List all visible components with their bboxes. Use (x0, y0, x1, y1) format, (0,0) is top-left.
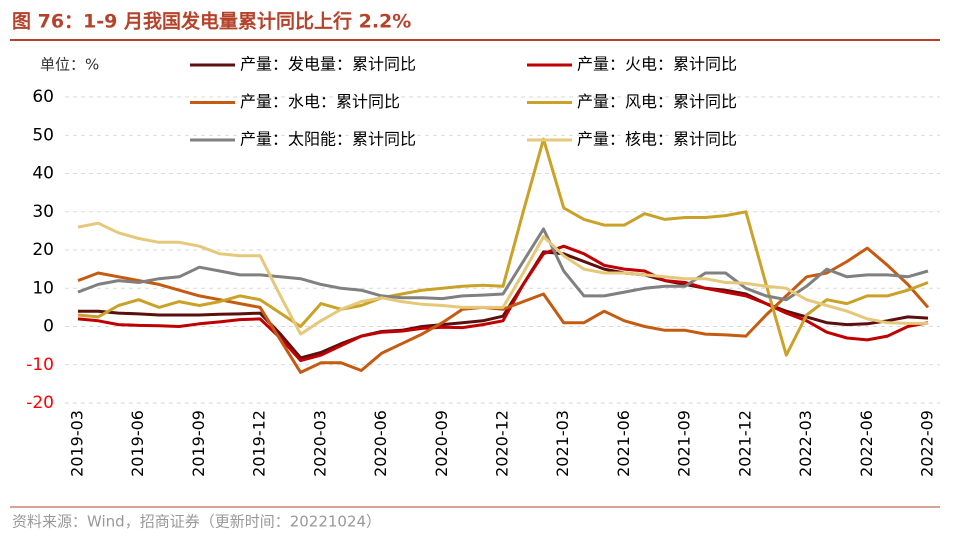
legend-label: 产量：核电：累计同比 (577, 130, 737, 149)
series-line (77, 221, 928, 336)
y-tick-label: 0 (43, 317, 54, 337)
x-tick-label: 2022-09 (918, 410, 937, 477)
y-tick-label: 20 (32, 240, 54, 260)
x-tick-label: 2020-12 (493, 410, 512, 477)
y-unit: 单位：% (40, 56, 99, 74)
y-tick-label: -10 (26, 355, 54, 375)
y-tick-label: 50 (32, 125, 54, 145)
x-tick-label: 2022-06 (857, 410, 876, 477)
legend-label: 产量：水电：累计同比 (240, 92, 400, 111)
legend-label: 产量：太阳能：累计同比 (240, 130, 416, 149)
x-tick-label: 2021-03 (553, 410, 572, 477)
y-tick-label: 60 (32, 87, 54, 107)
legend-label: 产量：发电量：累计同比 (240, 55, 416, 74)
x-tick-label: 2019-06 (128, 410, 147, 477)
series-line (77, 246, 930, 374)
x-tick-label: 2021-09 (675, 410, 694, 477)
x-tick-label: 2019-03 (68, 410, 87, 477)
x-tick-label: 2021-12 (735, 410, 754, 477)
x-tick-label: 2020-03 (310, 410, 329, 477)
x-tick-label: 2022-03 (796, 410, 815, 477)
x-tick-label: 2020-09 (432, 410, 451, 477)
x-tick-label: 2019-09 (189, 410, 208, 477)
x-tick-label: 2019-12 (250, 410, 269, 477)
y-tick-label: 30 (32, 202, 54, 222)
series-line (77, 227, 929, 302)
y-tick-label: 10 (32, 278, 54, 298)
x-tick-label: 2020-06 (371, 410, 390, 477)
series-line (77, 244, 929, 362)
series-line (78, 250, 929, 360)
y-tick-label: -20 (26, 393, 54, 413)
series-line (77, 137, 929, 357)
x-tick-label: 2021-06 (614, 410, 633, 477)
legend-label: 产量：火电：累计同比 (577, 55, 737, 74)
chart-title: 图 76：1-9 月我国发电量累计同比上行 2.2% (12, 10, 411, 33)
y-tick-label: 40 (32, 164, 54, 184)
legend-label: 产量：风电：累计同比 (577, 92, 737, 111)
source: 资料来源：Wind，招商证券（更新时间：20221024） (12, 513, 381, 531)
